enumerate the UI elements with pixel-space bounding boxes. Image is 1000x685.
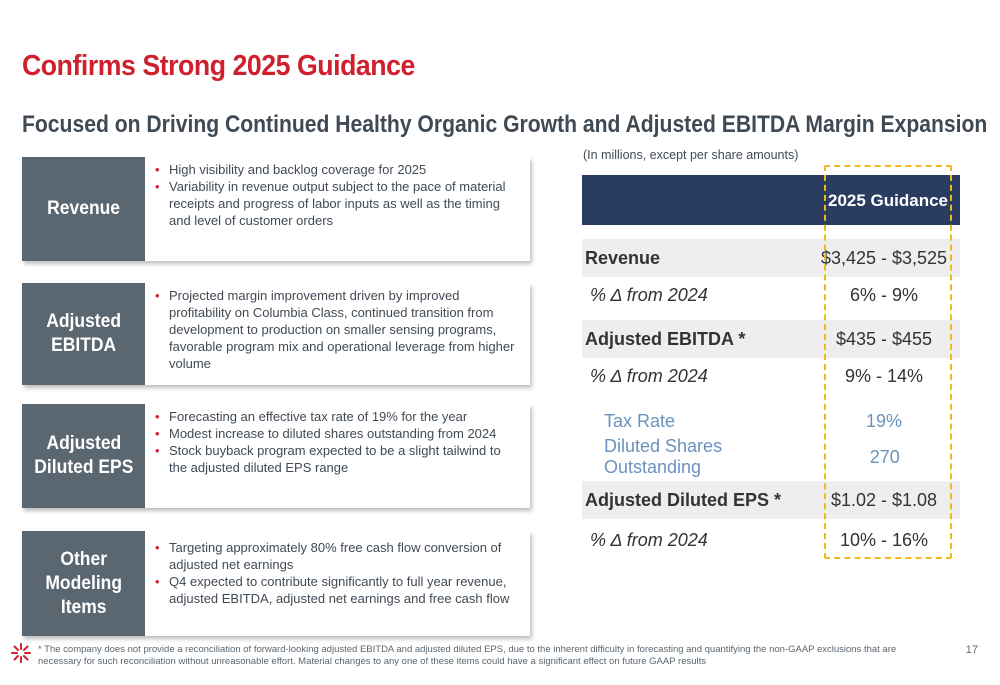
table-row-revenue: Revenue $3,425 - $3,525 <box>582 239 960 277</box>
bullet-list: Targeting approximately 80% free cash fl… <box>145 531 530 636</box>
footnote: * The company does not provide a reconci… <box>38 644 897 667</box>
row-value: 270 <box>869 446 900 467</box>
table-row-adjusted-ebitda: Adjusted EBITDA * $435 - $455 <box>582 320 960 358</box>
table-row-eps-change: % Δ from 2024 10% - 16% <box>582 521 960 559</box>
bullet-item: Forecasting an effective tax rate of 19%… <box>155 408 522 425</box>
row-value: 10% - 16% <box>839 529 929 550</box>
row-label: Adjusted Diluted EPS * <box>585 489 782 510</box>
bullet-item: Projected margin improvement driven by i… <box>155 287 522 372</box>
bullet-item: Targeting approximately 80% free cash fl… <box>155 539 522 573</box>
bullet-list: Forecasting an effective tax rate of 19%… <box>145 404 530 508</box>
row-value: $1.02 - $1.08 <box>830 489 938 510</box>
column-header-2025-guidance: 2025 Guidance <box>827 191 948 210</box>
table-row-revenue-change: % Δ from 2024 6% - 9% <box>582 276 960 314</box>
row-value: 9% - 14% <box>844 365 924 386</box>
card-label: Adjusted Diluted EPS <box>22 404 145 508</box>
row-value: $3,425 - $3,525 <box>820 247 948 268</box>
row-label: % Δ from 2024 <box>590 284 708 305</box>
table-row-adjusted-diluted-eps: Adjusted Diluted EPS * $1.02 - $1.08 <box>582 481 960 519</box>
bullet-item: Stock buyback program expected to be a s… <box>155 442 522 476</box>
row-label: Diluted Shares Outstanding <box>604 436 723 477</box>
row-value: 19% <box>865 410 903 431</box>
row-value: 6% - 9% <box>849 284 919 305</box>
row-label: Revenue <box>585 247 661 268</box>
bullet-list: Projected margin improvement driven by i… <box>145 283 530 385</box>
bullet-item: Variability in revenue output subject to… <box>155 178 522 229</box>
table-header: 2025 Guidance <box>582 175 960 225</box>
page-title: Confirms Strong 2025 Guidance <box>22 50 415 82</box>
page-subtitle: Focused on Driving Continued Healthy Org… <box>22 111 988 138</box>
table-row-diluted-shares: Diluted Shares Outstanding 270 <box>582 436 960 477</box>
row-label: % Δ from 2024 <box>590 529 708 550</box>
card-label: Other Modeling Items <box>22 531 145 636</box>
guidance-card-revenue: Revenue High visibility and backlog cove… <box>22 157 530 261</box>
card-label: Adjusted EBITDA <box>22 283 145 385</box>
row-label: Adjusted EBITDA * <box>585 328 746 349</box>
table-note: (In millions, except per share amounts) <box>583 148 799 162</box>
row-label: Tax Rate <box>604 410 676 431</box>
row-label: % Δ from 2024 <box>590 365 708 386</box>
card-label: Revenue <box>22 157 145 261</box>
bullet-item: Modest increase to diluted shares outsta… <box>155 425 522 442</box>
bullet-list: High visibility and backlog coverage for… <box>145 157 530 261</box>
row-value: $435 - $455 <box>835 328 933 349</box>
company-logo-icon <box>11 643 31 663</box>
bullet-item: High visibility and backlog coverage for… <box>155 161 522 178</box>
table-row-ebitda-change: % Δ from 2024 9% - 14% <box>582 357 960 395</box>
table-row-tax-rate: Tax Rate 19% <box>582 402 960 440</box>
page-number: 17 <box>965 644 978 656</box>
bullet-item: Q4 expected to contribute significantly … <box>155 573 522 607</box>
